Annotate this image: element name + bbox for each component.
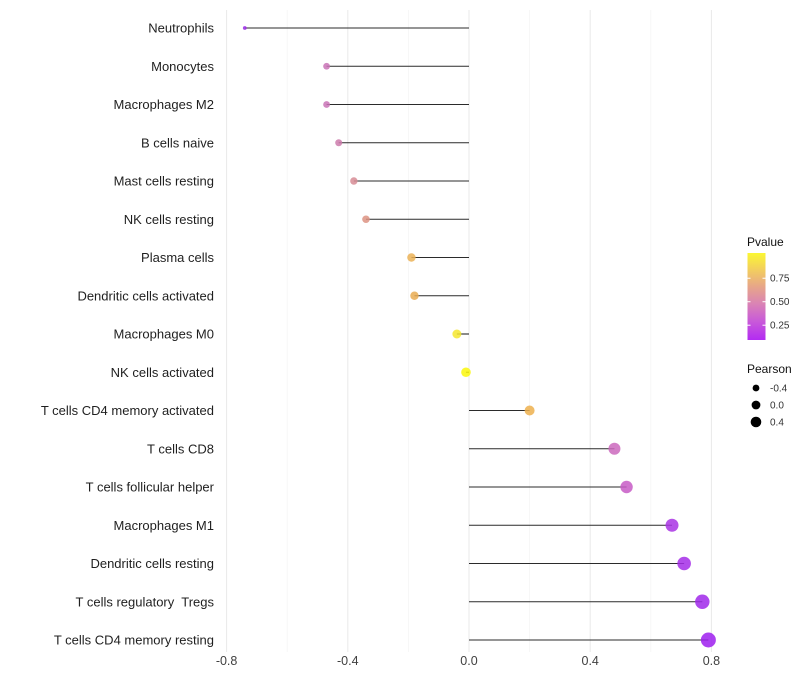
lollipop-dot: [410, 291, 419, 300]
category-label: T cells CD8: [147, 441, 214, 456]
category-label: Plasma cells: [141, 250, 214, 265]
lollipop-dot: [677, 556, 691, 571]
category-label: Dendritic cells activated: [77, 288, 214, 303]
pearson-legend-title: Pearson: [747, 362, 792, 376]
pvalue-tick-label: 0.25: [770, 321, 790, 332]
lollipop-dot: [362, 215, 370, 224]
lollipop-dot: [350, 177, 358, 185]
pearson-legend-dot: [751, 400, 761, 410]
lollipop-dot: [695, 594, 710, 609]
category-label: Macrophages M1: [114, 518, 214, 533]
lollipop-dot: [407, 253, 416, 262]
pearson-legend-label: 0.4: [770, 418, 784, 429]
pearson-legend-label: 0.0: [770, 401, 784, 412]
category-label: Macrophages M0: [114, 327, 214, 342]
category-label: T cells CD4 memory activated: [41, 403, 214, 418]
lollipop-dot: [524, 405, 535, 416]
pvalue-tick-label: 0.50: [770, 297, 790, 308]
pvalue-tick-label: 0.75: [770, 274, 790, 285]
lollipop-dot: [242, 26, 247, 30]
lollipop-dot: [335, 139, 343, 147]
x-tick-label: 0.8: [703, 654, 720, 668]
x-tick-label: -0.4: [337, 654, 359, 668]
category-label: B cells naive: [141, 135, 214, 150]
x-tick-label: 0.4: [582, 654, 599, 668]
category-label: T cells regulatory Tregs: [76, 594, 215, 609]
category-label: NK cells activated: [111, 365, 214, 380]
category-label: Monocytes: [151, 59, 214, 74]
pearson-legend-dot: [750, 416, 762, 428]
lollipop-dot: [452, 329, 462, 339]
lollipop-dot: [323, 62, 330, 70]
pearson-legend-label: -0.4: [770, 384, 788, 395]
pearson-legend-dot: [752, 384, 760, 392]
lollipop-dot: [608, 442, 621, 455]
category-label: T cells follicular helper: [86, 480, 215, 495]
category-label: Macrophages M2: [114, 97, 214, 112]
lollipop-dot: [323, 101, 330, 108]
pvalue-legend-title: Pvalue: [747, 235, 784, 249]
pvalue-gradient-bar: [747, 253, 766, 340]
category-label: Dendritic cells resting: [90, 556, 214, 571]
category-label: Mast cells resting: [114, 174, 214, 189]
lollipop-dot: [620, 480, 633, 494]
lollipop-dot: [700, 632, 716, 648]
category-label: T cells CD4 memory resting: [54, 633, 214, 648]
x-tick-label: -0.8: [216, 654, 238, 668]
category-label: Neutrophils: [148, 21, 214, 36]
lollipop-dot: [461, 367, 471, 378]
category-label: NK cells resting: [124, 212, 214, 227]
x-tick-label: 0.0: [460, 654, 477, 668]
lollipop-dot: [665, 518, 679, 532]
